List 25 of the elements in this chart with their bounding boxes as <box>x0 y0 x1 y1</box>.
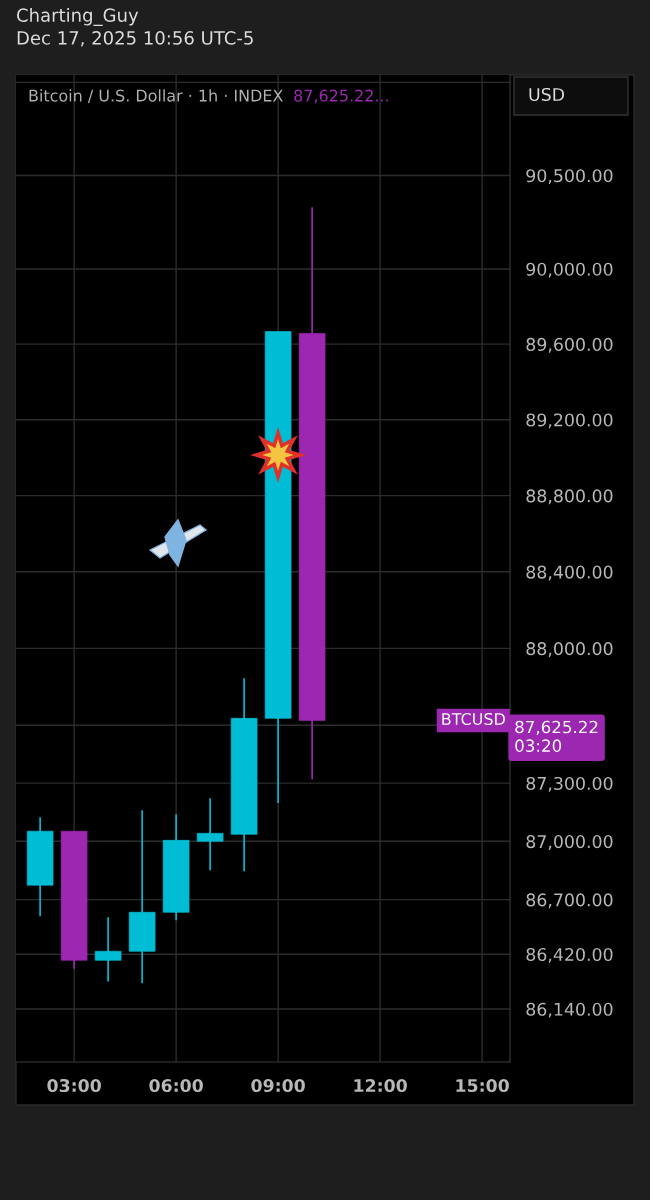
y-axis-title: USD <box>529 87 565 102</box>
x-tick-label: 06:00 <box>149 1078 203 1093</box>
annotation: BTCUSD <box>442 712 505 726</box>
y-tick-label: 88,000.00 <box>526 642 613 657</box>
y-tick-label: 89,200.00 <box>526 413 613 429</box>
x-tick-label: 09:00 <box>251 1078 305 1093</box>
text: 87,625.22 03:20 <box>515 720 598 752</box>
candlestick <box>196 797 224 872</box>
y-tick-label: 86,700.00 <box>526 893 613 909</box>
annotation: 87,625.22... <box>294 89 388 104</box>
y-tick-label: 88,400.00 <box>526 565 613 581</box>
y-tick-label: 90,500.00 <box>526 169 613 185</box>
y-tick-label: 89,600.00 <box>526 337 613 353</box>
x-tick-label: 12:00 <box>354 1078 407 1093</box>
y-tick-label: 87,000.00 <box>526 835 613 850</box>
y-tick-label: 90,000.00 <box>526 262 613 278</box>
candlestick <box>94 916 122 983</box>
chart-subtitle: Charting_Guy Dec 17, 2025 10:56 UTC-5 <box>17 8 253 47</box>
x-tick-label: 15:00 <box>456 1078 509 1093</box>
y-tick-label: 86,420.00 <box>526 947 613 963</box>
x-tick-label: 03:00 <box>47 1078 101 1093</box>
y-tick-label: 86,140.00 <box>526 1002 613 1018</box>
text: Bitcoin / U.S. Dollar · 1h · INDEX <box>29 89 283 103</box>
y-tick-label: 88,800.00 <box>526 489 613 505</box>
y-tick-label: 87,300.00 <box>526 776 613 792</box>
